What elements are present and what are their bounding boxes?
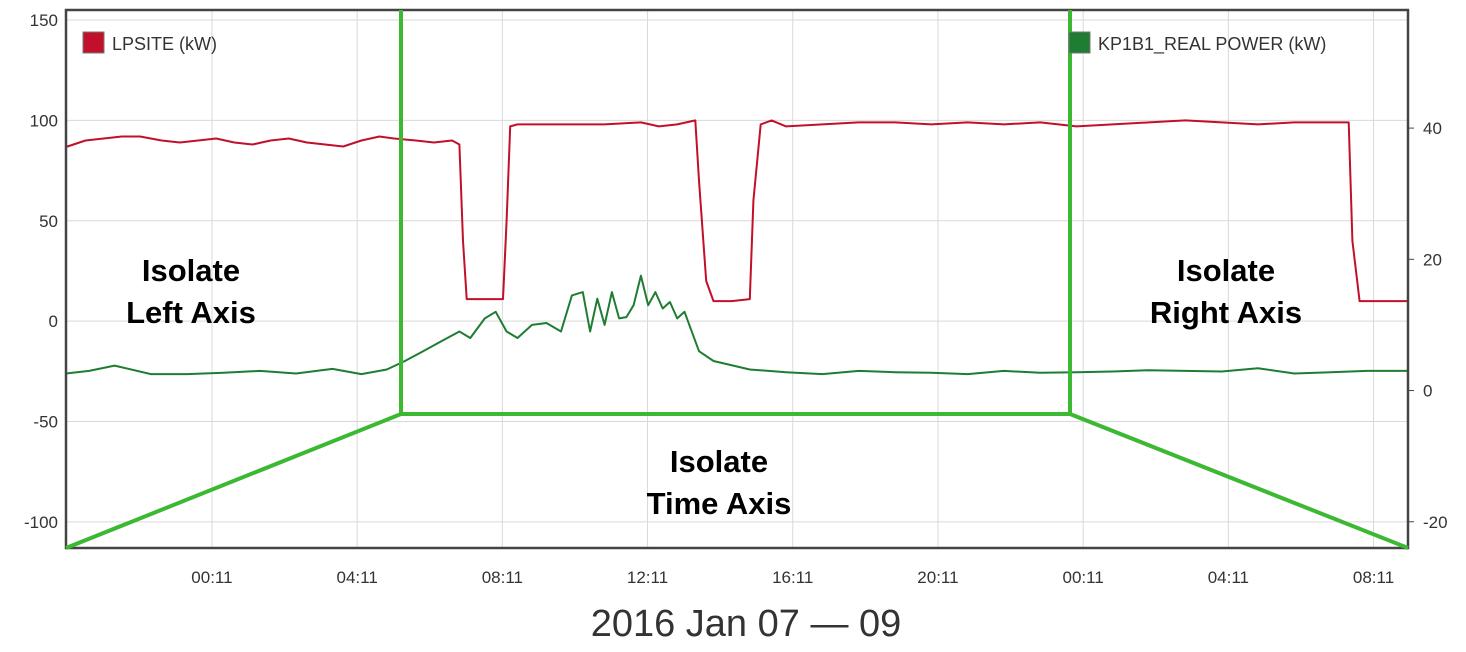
right-axis-ticks: 40 20 0 -20 <box>1408 119 1448 532</box>
left-axis-tick-label: -50 <box>33 413 58 432</box>
left-axis-tick-label: 50 <box>39 212 58 231</box>
isolate-time-axis-label[interactable]: Isolate Time Axis <box>647 444 792 521</box>
grid-lines <box>66 10 1408 548</box>
isolate-time-line2: Time Axis <box>647 486 792 521</box>
isolate-zones <box>65 10 1409 550</box>
series-line-0 <box>66 119 1408 303</box>
isolate-time-line1: Isolate <box>670 444 768 479</box>
plot-frame <box>64 8 1410 550</box>
isolate-right-line1: Isolate <box>1177 253 1275 288</box>
left-axis-tick-label: -100 <box>24 513 58 532</box>
series-line-1 <box>66 274 1408 376</box>
time-axis-tick-label: 20:11 <box>917 568 958 587</box>
left-axis-ticks: 150 100 50 0 -50 -100 <box>24 11 58 532</box>
time-axis-tick-label: 12:11 <box>627 568 668 587</box>
time-axis-tick-label: 08:11 <box>482 568 523 587</box>
legend-label-kp1b1: KP1B1_REAL POWER (kW) <box>1098 34 1326 55</box>
time-axis-tick-label: 00:11 <box>1063 568 1104 587</box>
isolate-left-line2: Left Axis <box>126 295 256 330</box>
isolate-right-line2: Right Axis <box>1150 295 1302 330</box>
zone-diagonal-left <box>65 412 402 550</box>
isolate-right-axis-label[interactable]: Isolate Right Axis <box>1150 253 1302 330</box>
time-axis-tick-label: 04:11 <box>337 568 378 587</box>
left-axis-tick-label: 100 <box>30 111 58 130</box>
zone-diagonal-right <box>1069 412 1409 550</box>
time-axis-tick-label: 08:11 <box>1353 568 1394 587</box>
left-axis-tick-label: 150 <box>30 11 58 30</box>
legend-label-lpsite: LPSITE (kW) <box>112 34 217 54</box>
legend-swatch-kp1b1 <box>1068 31 1091 54</box>
time-axis-tick-label: 00:11 <box>191 568 232 587</box>
series-layer <box>66 119 1408 376</box>
right-axis-tick-label: 0 <box>1423 382 1432 401</box>
time-axis-tick-label: 16:11 <box>772 568 813 587</box>
legend-kp1b1[interactable]: KP1B1_REAL POWER (kW) <box>1068 31 1326 55</box>
isolate-left-line1: Isolate <box>142 253 240 288</box>
isolate-left-axis-label[interactable]: Isolate Left Axis <box>126 253 256 330</box>
date-range-label: 2016 Jan 07 — 09 <box>591 603 902 645</box>
left-axis-tick-label: 0 <box>49 312 58 331</box>
right-axis-tick-label: 20 <box>1423 250 1442 269</box>
right-axis-tick-label: 40 <box>1423 119 1442 138</box>
time-axis-ticks: 00:11 04:11 08:11 12:11 16:11 20:11 00:11 04:11… <box>191 568 1394 587</box>
legend-lpsite[interactable]: LPSITE (kW) <box>82 31 217 54</box>
time-axis-tick-label: 04:11 <box>1208 568 1249 587</box>
legend-swatch-lpsite <box>82 31 105 54</box>
right-axis-tick-label: -20 <box>1423 513 1448 532</box>
